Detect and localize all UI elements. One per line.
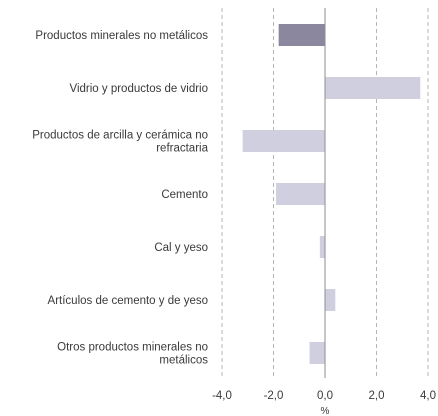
x-axis-title: % xyxy=(321,406,330,416)
x-tick-label: 2,0 xyxy=(369,390,385,402)
category-label: Productos de arcilla y cerámica no refrac… xyxy=(32,130,208,155)
bar xyxy=(325,289,336,311)
x-tick-label: 0,0 xyxy=(317,390,333,402)
x-tick-label: 4,0 xyxy=(420,390,436,402)
category-label: Artículos de cemento y de yeso xyxy=(48,295,208,307)
bar xyxy=(325,77,421,99)
bar xyxy=(319,236,325,258)
gridlines xyxy=(221,8,429,378)
bar xyxy=(242,130,325,152)
x-tick-label: -4,0 xyxy=(212,390,232,402)
x-tick-label: -2,0 xyxy=(264,390,284,402)
x-tick-labels: -4,0 -2,0 0,0 2,0 4,0 xyxy=(212,390,436,402)
category-label: Productos minerales no metálicos xyxy=(35,30,208,42)
category-labels: Productos minerales no metálicos Vidrio y… xyxy=(32,30,208,367)
category-label: Vidrio y productos de vidrio xyxy=(70,83,209,95)
bar xyxy=(276,183,325,205)
category-label: Cemento xyxy=(161,189,208,201)
bars xyxy=(242,24,421,364)
category-label: Cal y yeso xyxy=(154,242,208,254)
bar xyxy=(309,342,325,364)
category-label: Otros productos minerales no metálicos xyxy=(57,342,208,367)
bar xyxy=(278,24,325,46)
